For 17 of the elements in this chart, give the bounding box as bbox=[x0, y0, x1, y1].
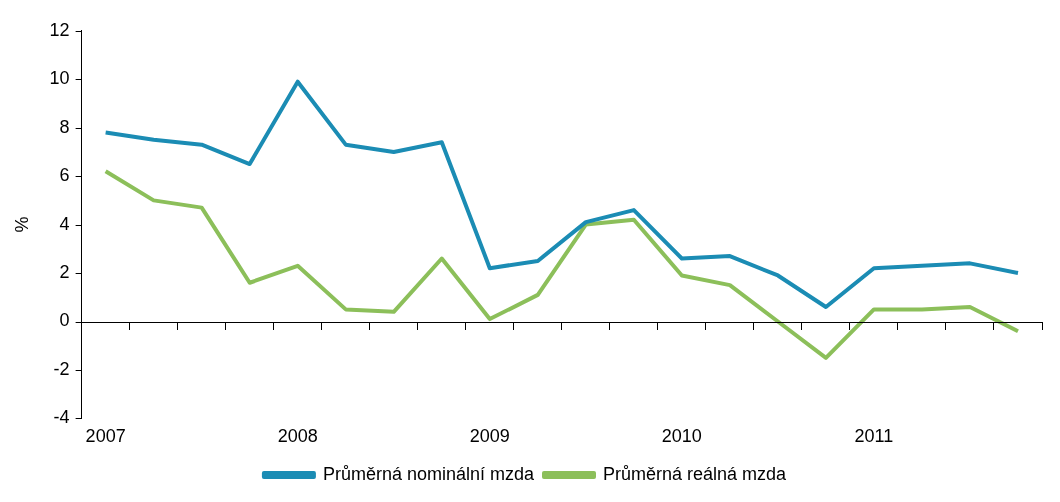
x-tick-label: 2011 bbox=[854, 426, 894, 447]
y-tick-label: 6 bbox=[59, 165, 70, 186]
y-tick-label: -2 bbox=[53, 358, 70, 379]
y-axis-title: % bbox=[11, 216, 32, 233]
x-tick-label: 2010 bbox=[661, 426, 702, 447]
y-tick-label: 2 bbox=[59, 262, 70, 283]
y-tick-label: 4 bbox=[59, 213, 70, 234]
legend-label: Průměrná reálná mzda bbox=[603, 463, 788, 484]
y-tick-label: -4 bbox=[53, 407, 70, 428]
y-tick-label: 12 bbox=[49, 19, 70, 40]
x-tick-label: 2007 bbox=[85, 426, 126, 447]
legend-label: Průměrná nominální mzda bbox=[322, 463, 535, 484]
x-tick-label: 2008 bbox=[277, 426, 318, 447]
y-tick-label: 0 bbox=[59, 310, 70, 331]
y-tick-label: 10 bbox=[49, 68, 70, 89]
x-tick-label: 2009 bbox=[469, 426, 510, 447]
y-tick-label: 8 bbox=[59, 116, 70, 137]
